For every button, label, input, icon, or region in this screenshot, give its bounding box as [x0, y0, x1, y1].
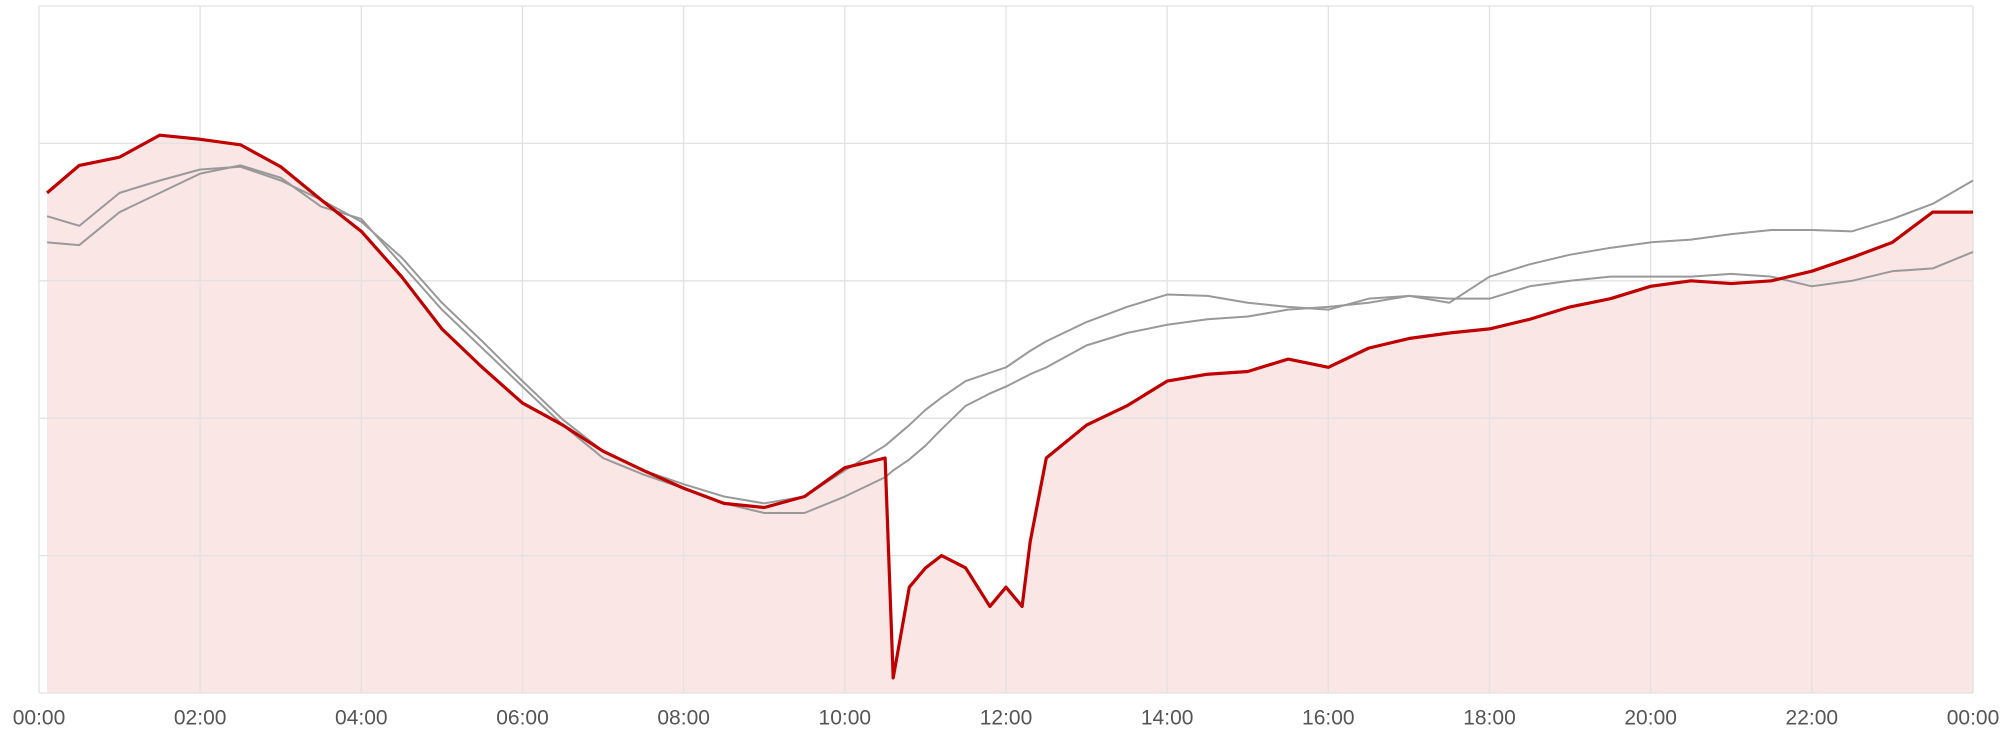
x-tick-label: 08:00 — [657, 707, 710, 729]
x-tick-label: 14:00 — [1141, 707, 1194, 729]
series-line — [46, 133, 1973, 680]
x-tick-label: 10:00 — [819, 707, 872, 729]
area-fill — [47, 135, 1973, 693]
x-tick-label: 02:00 — [174, 707, 227, 729]
x-tick-label: 00:00 — [13, 707, 66, 729]
x-tick-label: 04:00 — [335, 707, 388, 729]
series-line — [46, 165, 1974, 505]
x-tick-label: 20:00 — [1624, 707, 1677, 729]
x-tick-label: 06:00 — [496, 707, 549, 729]
x-tick-label: 00:00 — [1947, 707, 2000, 729]
series-line — [46, 164, 1974, 515]
x-tick-label: 22:00 — [1786, 707, 1839, 729]
x-tick-label: 18:00 — [1463, 707, 1516, 729]
x-tick-label: 16:00 — [1302, 707, 1355, 729]
x-tick-label: 12:00 — [980, 707, 1033, 729]
